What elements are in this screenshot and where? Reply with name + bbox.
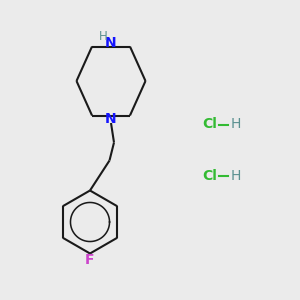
Text: Cl: Cl (202, 118, 217, 131)
Text: N: N (105, 112, 117, 126)
Text: H: H (230, 118, 241, 131)
Text: N: N (105, 36, 117, 50)
Text: Cl: Cl (202, 169, 217, 182)
Text: H: H (230, 169, 241, 182)
Text: H: H (99, 29, 108, 43)
Text: F: F (85, 253, 95, 267)
